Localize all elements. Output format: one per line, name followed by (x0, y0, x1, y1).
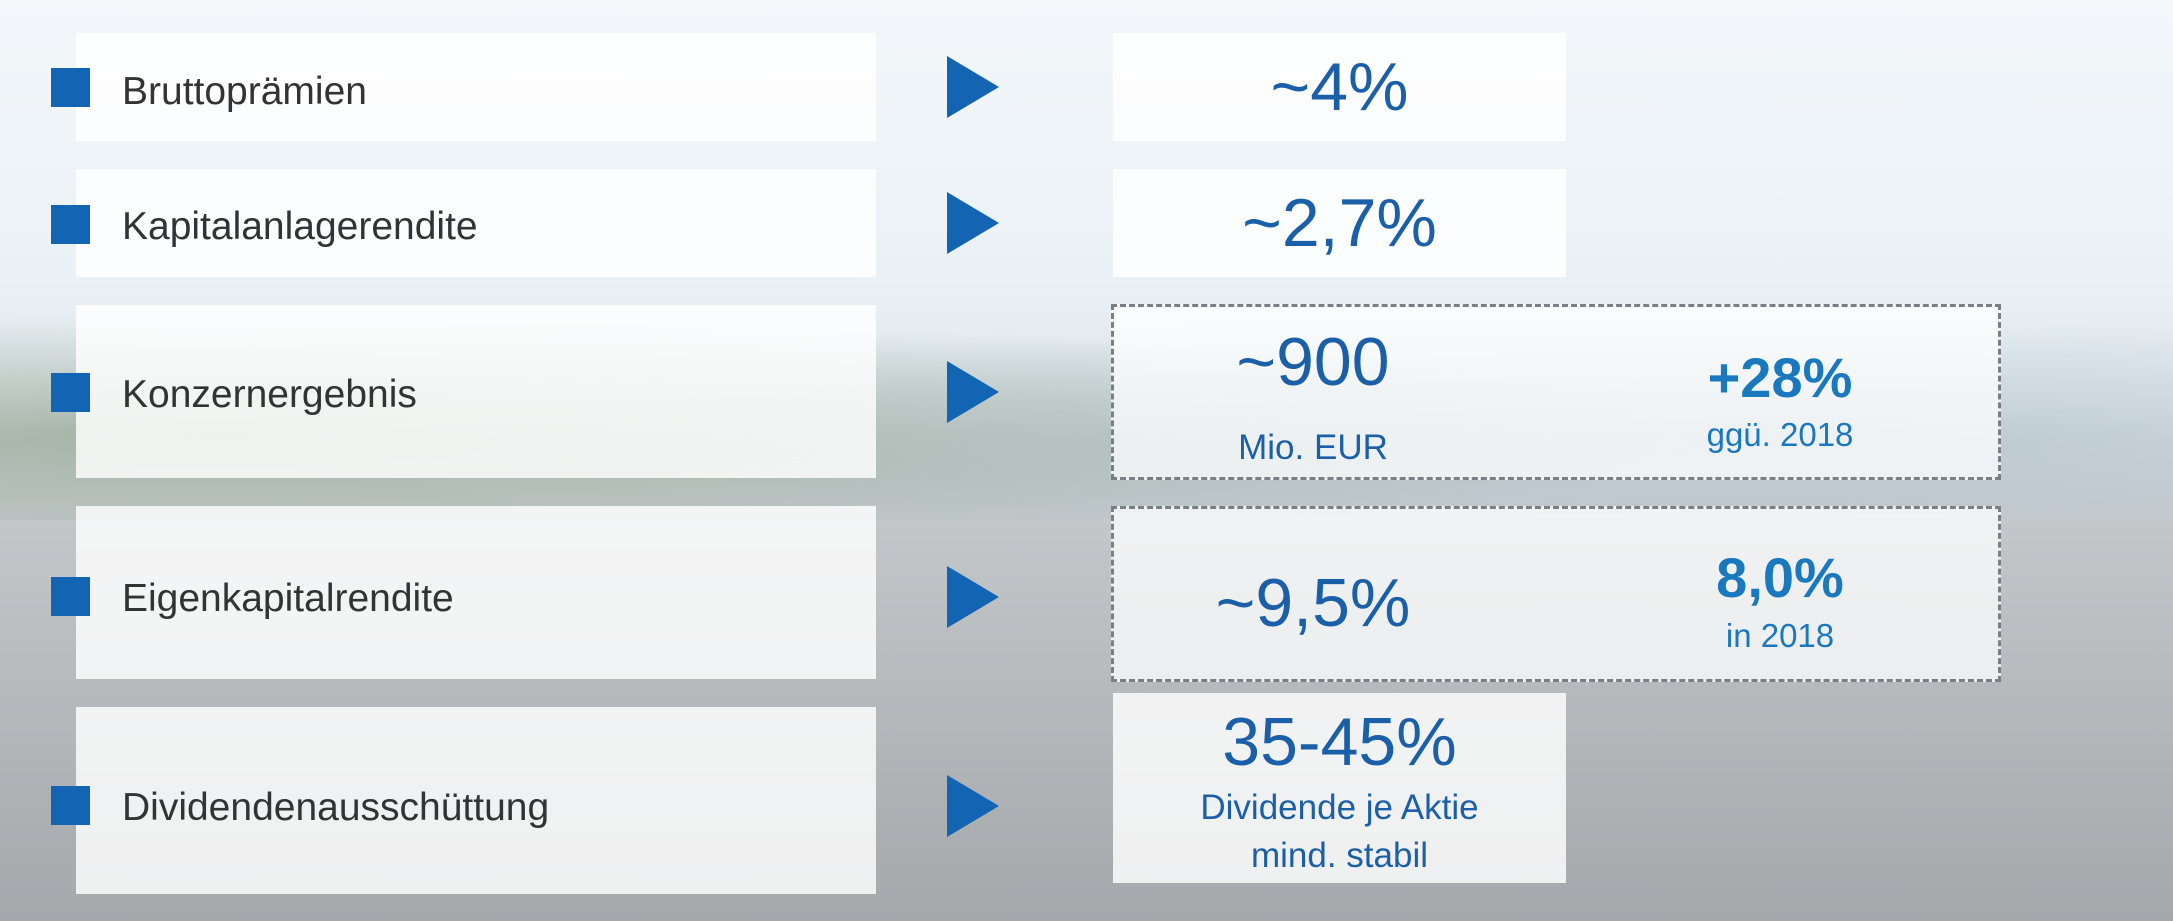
arrow (947, 361, 999, 423)
row-value: ~4% (1113, 53, 1566, 121)
arrow (947, 56, 999, 118)
row-label: Dividendenausschüttung (122, 788, 549, 827)
row-value: 35-45% (1113, 708, 1566, 776)
row-label: Bruttoprämien (122, 72, 367, 111)
row-label: Eigenkapitalrendite (122, 579, 454, 618)
bullet (51, 577, 90, 616)
row-sub: mind. stabil (1113, 838, 1566, 873)
row-sub: Dividende je Aktie (1113, 790, 1566, 825)
row-extra: 8,0% (1630, 550, 1930, 606)
row-extra-sub: ggü. 2018 (1630, 418, 1930, 451)
row-sub: Mio. EUR (1113, 430, 1513, 465)
row-value: ~2,7% (1113, 189, 1566, 257)
bullet (51, 373, 90, 412)
row-extra: +28% (1630, 350, 1930, 406)
arrow (947, 775, 999, 837)
bullet (51, 205, 90, 244)
bullet (51, 786, 90, 825)
row-extra-sub: in 2018 (1630, 619, 1930, 652)
slide: Bruttoprämien ~4% Kapitalanlagerendite ~… (0, 0, 2173, 921)
row-label: Konzernergebnis (122, 375, 417, 414)
bullet (51, 68, 90, 107)
row-value: ~900 (1113, 328, 1513, 396)
row-value: ~9,5% (1113, 569, 1513, 637)
arrow (947, 192, 999, 254)
row-label: Kapitalanlagerendite (122, 207, 478, 246)
arrow (947, 566, 999, 628)
